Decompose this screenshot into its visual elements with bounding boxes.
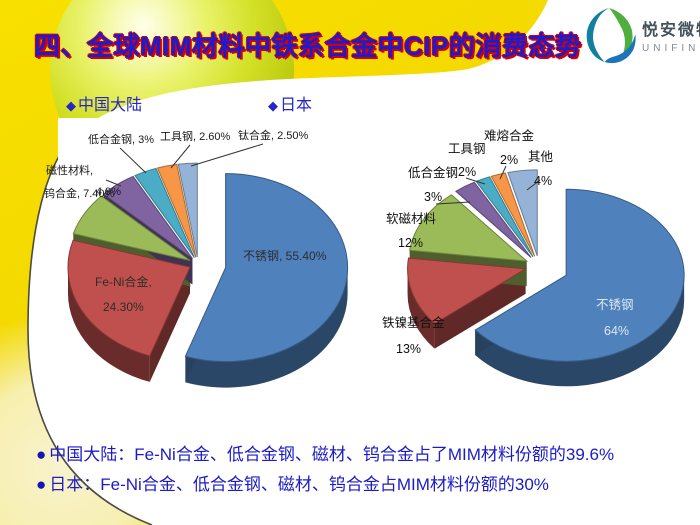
slice-label-low-alloy-steel: 低合金钢, 3% xyxy=(88,134,155,146)
pie-slice-path xyxy=(185,267,348,388)
footnote-china: ● 中国大陆：Fe-Ni合金、低合金钢、磁材、钨合金占了MIM材料份额的39.6% xyxy=(36,440,614,465)
slice-label-low-alloy-steel-line2: 3% xyxy=(424,190,443,204)
slice-label-refractory-alloy-line2: 2% xyxy=(500,153,519,167)
slice-label-soft-magnetic-line2: 12% xyxy=(398,236,424,250)
slice-label-tungsten-alloy: 钨合金, 7.40% xyxy=(44,188,115,200)
company-logo: 悦安微特 UNIFINE xyxy=(584,6,700,64)
slice-label-stainless-steel-line2: 64% xyxy=(604,324,630,338)
slice-label-magnetic-material-line1: 磁性材料, xyxy=(46,165,94,177)
label-leader-line xyxy=(499,165,507,180)
pie-chart-china xyxy=(67,143,349,388)
pie-slice-path xyxy=(184,173,349,363)
slice-label-tool-steel-line2: 2% xyxy=(458,165,477,179)
logo-company-name: 悦安微特 xyxy=(642,22,700,39)
label-leader-line xyxy=(435,201,471,205)
pie-slice-path xyxy=(177,162,198,258)
pie-slice-path xyxy=(407,268,435,349)
pie-chart-china-area: 低合金钢, 3% 工具钢, 2.60% 钛合金, 2.50% 磁性材料, 钨合金… xyxy=(44,118,358,394)
legend-label-japan: 日本 xyxy=(280,97,313,114)
label-leader-line xyxy=(526,179,541,191)
circle-bullet-icon: ● xyxy=(36,445,47,464)
slice-label-titanium-alloy: 钛合金, 2.50% xyxy=(238,130,309,142)
slice-label-stainless-steel: 不锈钢, 55.40% xyxy=(243,249,327,263)
label-leader-line xyxy=(105,179,122,187)
slice-label-refractory-alloy-line1: 难熔合金 xyxy=(484,129,535,143)
label-leader-line xyxy=(465,177,486,185)
pie-chart-japan xyxy=(407,165,685,387)
unifine-globe-icon xyxy=(586,8,636,64)
circle-bullet-icon: ● xyxy=(36,475,47,494)
slice-label-magnetic-material-line2: 4.9% xyxy=(96,186,122,198)
pie-slice-path xyxy=(149,267,190,382)
label-leader-line xyxy=(119,147,147,174)
pie-slice-path xyxy=(72,195,191,262)
slice-label-feni-alloy-line1: Fe-Ni合金, xyxy=(95,275,152,289)
pie-slice-path xyxy=(409,194,529,262)
pie-slice-path xyxy=(475,275,685,387)
pie-slice-path xyxy=(507,169,538,257)
pie-slice-path xyxy=(407,257,528,325)
footnote-japan: ● 日本：Fe-Ni合金、低合金钢、磁材、钨合金占MIM材料份额的30% xyxy=(36,470,549,495)
slice-label-tool-steel-line1: 工具钢 xyxy=(448,142,486,156)
slice-label-feni-alloy-line2: 24.30% xyxy=(103,300,144,314)
footnote-china-text: 中国大陆：Fe-Ni合金、低合金钢、磁材、钨合金占了MIM材料份额的39.6% xyxy=(49,445,615,464)
legend-item-china: ◆ 中国大陆 xyxy=(66,91,142,115)
pie-slice-path xyxy=(474,188,685,362)
logo-latin-name: UNIFINE xyxy=(642,43,700,54)
legend-item-japan: ◆ 日本 xyxy=(268,91,312,115)
slice-label-stainless-steel-line1: 不锈钢 xyxy=(596,298,634,312)
content-edge-line xyxy=(27,129,153,525)
pie-slice-path xyxy=(67,267,150,382)
slice-label-iron-nickel-line2: 13% xyxy=(396,342,422,356)
pie-slice-path xyxy=(67,239,191,357)
slice-label-other-line2: 4% xyxy=(534,174,553,188)
pie-chart-japan-area: 低合金钢 3% 工具钢 2% 难熔合金 2% 其他 4% 软磁材料 12% 铁镍… xyxy=(382,126,696,396)
slice-label-iron-nickel-line1: 铁镍基合金 xyxy=(382,316,445,330)
slice-label-soft-magnetic-line1: 软磁材料 xyxy=(386,212,437,226)
label-leader-line xyxy=(170,144,191,169)
slice-label-low-alloy-steel-line1: 低合金钢 xyxy=(408,166,459,180)
slice-label-tool-steel: 工具钢, 2.60% xyxy=(160,131,231,143)
pie-slice-path xyxy=(455,181,532,258)
diamond-bullet-icon: ◆ xyxy=(66,98,76,113)
slide-title: 四、全球MIM材料中铁系合金中CIP的消费态势 xyxy=(34,31,582,61)
slice-label-other-line1: 其他 xyxy=(528,150,554,164)
legend-label-china: 中国大陆 xyxy=(78,97,143,114)
diamond-bullet-icon: ◆ xyxy=(268,98,278,113)
label-leader-line xyxy=(190,143,264,167)
footnote-japan-text: 日本：Fe-Ni合金、低合金钢、磁材、钨合金占MIM材料份额的30% xyxy=(49,475,549,494)
pie-slice-path xyxy=(156,163,197,258)
pie-slice-path xyxy=(490,172,536,257)
